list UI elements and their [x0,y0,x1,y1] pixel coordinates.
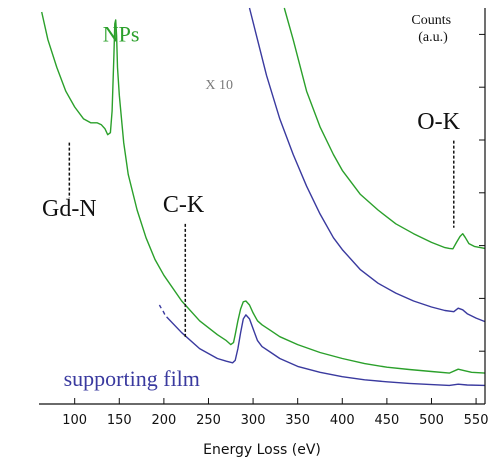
x-tick-label: 300 [241,413,266,428]
y-axis-title: Counts (a.u.) [411,13,454,45]
x-axis-title: Energy Loss (eV) [203,442,321,458]
x-tick-label: 100 [62,413,87,428]
edge-marker-layer [68,140,455,339]
series-line-supporting-film-seg1 [162,310,166,315]
y-tick-layer [479,33,485,352]
x-tick-label: 350 [285,413,310,428]
annotation-supporting-film: supporting film [64,366,200,391]
annotation-c-k: C-K [163,192,205,218]
y-axis-title-line1: Counts [411,13,451,28]
x-tick-label: 150 [107,413,132,428]
annotation-x-10: X 10 [205,78,233,93]
series-line-supporting-film-seg2 [166,314,486,387]
x-tick-label: 250 [196,413,221,428]
annotation-layer: NPs X 10 Gd-N C-K O-K supporting film [42,22,461,392]
x-tick-label: 500 [419,413,444,428]
x-tick-label: 200 [151,413,176,428]
series-layer [41,7,486,387]
series-line-supporting-film-seg0 [158,304,162,309]
x-tick-label: 450 [374,413,399,428]
series-line-nps [41,11,486,374]
annotation-nps: NPs [103,22,140,47]
series-line-supporting-film-x-10 [248,7,486,323]
series-line-nps-x-10 [283,7,486,250]
annotation-gd-n: Gd-N [42,196,97,222]
x-tick-layer: 100 150 200 250 300 350 400 450 500 550 [62,398,488,428]
annotation-o-k: O-K [417,109,460,135]
x-tick-label: 550 [464,413,489,428]
x-tick-label: 400 [330,413,355,428]
y-axis-title-line2: (a.u.) [418,30,448,45]
